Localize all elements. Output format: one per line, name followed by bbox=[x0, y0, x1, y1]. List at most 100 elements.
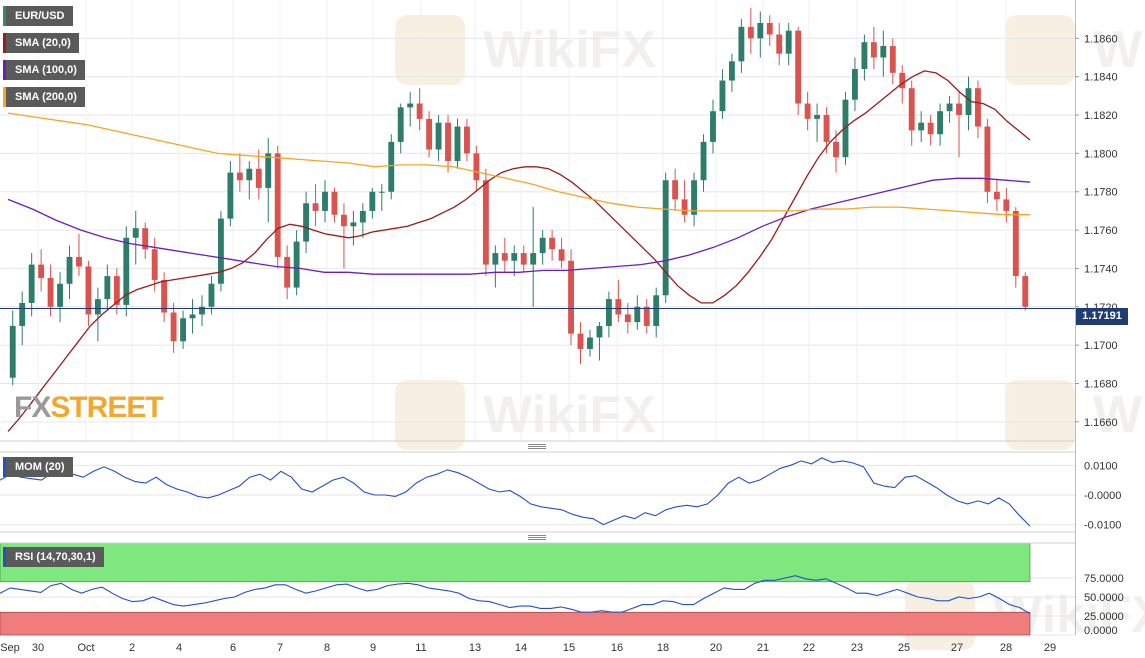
candle-down bbox=[956, 103, 962, 116]
sma100-line bbox=[7, 177, 1031, 275]
rsi-overbought-band bbox=[0, 542, 1031, 583]
legend-sma100[interactable]: SMA (100,0) bbox=[3, 60, 85, 80]
candle-up bbox=[104, 276, 111, 300]
fxstreet-logo: FXSTREET bbox=[14, 391, 164, 425]
candle-down bbox=[908, 88, 915, 131]
legend-rsi[interactable]: RSI (14,70,30,1) bbox=[3, 547, 104, 567]
price-axis[interactable]: 1.1860 1.1840 1.1820 1.1800 1.1780 1.1760 1.17… bbox=[1075, 33, 1118, 429]
time-tick-label: 8 bbox=[324, 642, 330, 654]
candle-up bbox=[407, 103, 414, 108]
watermark-text: WikiFX bbox=[483, 386, 656, 444]
candle-down bbox=[833, 141, 839, 158]
mom-swatch bbox=[3, 457, 6, 477]
watermark-badge bbox=[1005, 380, 1075, 450]
candle-down bbox=[161, 279, 168, 313]
rsi-tick-label: 0.0000 bbox=[1084, 625, 1118, 637]
candle-up bbox=[719, 80, 726, 112]
candle-down bbox=[549, 237, 556, 250]
price-tick-label: 1.1760 bbox=[1084, 225, 1118, 237]
instrument-label[interactable]: EUR/USD bbox=[3, 6, 73, 26]
watermark-text: WikiFX bbox=[483, 21, 656, 79]
momentum-polyline bbox=[0, 457, 1031, 527]
time-tick-label: Oct bbox=[77, 642, 94, 654]
candle-up bbox=[19, 302, 26, 326]
price-tick-label: 1.1700 bbox=[1084, 340, 1118, 352]
watermark-badge bbox=[395, 15, 465, 85]
candle-down bbox=[445, 122, 451, 162]
candle-down bbox=[38, 264, 45, 279]
price-tick-label: 1.1840 bbox=[1084, 72, 1118, 84]
candle-up bbox=[350, 222, 357, 227]
candle-up bbox=[28, 264, 35, 303]
candle-down bbox=[766, 23, 773, 35]
time-tick-label: 4 bbox=[176, 642, 182, 654]
candle-up bbox=[710, 111, 716, 142]
candle-down bbox=[501, 253, 508, 261]
price-tick-label: 1.1680 bbox=[1084, 378, 1118, 390]
candle-up bbox=[700, 141, 707, 181]
candle-up bbox=[189, 314, 196, 319]
legend-mom[interactable]: MOM (20) bbox=[3, 457, 73, 477]
candle-down bbox=[681, 199, 688, 215]
candle-down bbox=[975, 88, 981, 127]
time-tick-label: 16 bbox=[611, 642, 623, 654]
splitter-grip-1[interactable] bbox=[528, 444, 546, 449]
candle-down bbox=[482, 180, 489, 265]
candle-down bbox=[170, 312, 177, 342]
splitter-grip-2[interactable] bbox=[528, 535, 546, 540]
rsi-axis[interactable]: 75.0000 50.0000 25.0000 0.0000 bbox=[1084, 573, 1124, 637]
sma100-swatch bbox=[3, 60, 6, 80]
candle-up bbox=[785, 30, 792, 54]
time-tick-label: 27 bbox=[951, 642, 963, 654]
candle-up bbox=[814, 115, 821, 119]
candle-down bbox=[870, 42, 877, 58]
current-price-tag: 1.17191 bbox=[1076, 308, 1128, 325]
price-tick-label: 1.1860 bbox=[1084, 33, 1118, 45]
legend-sma200[interactable]: SMA (200,0) bbox=[3, 87, 85, 107]
legend-sma20-text: SMA (20,0) bbox=[15, 37, 71, 49]
candle-up bbox=[322, 191, 328, 211]
candle-up bbox=[435, 122, 442, 150]
sma20-swatch bbox=[3, 33, 6, 53]
candle-down bbox=[804, 103, 811, 119]
candle-up bbox=[937, 111, 944, 135]
momentum-line bbox=[0, 457, 1031, 527]
candle-up bbox=[861, 42, 868, 70]
momentum-panel[interactable] bbox=[0, 452, 1075, 532]
candle-down bbox=[624, 314, 631, 323]
legend-sma20[interactable]: SMA (20,0) bbox=[3, 33, 79, 53]
candle-down bbox=[426, 118, 433, 150]
mom-tick-label: -0.0100 bbox=[1084, 520, 1121, 532]
candle-up bbox=[265, 153, 272, 188]
candle-up bbox=[842, 99, 849, 158]
time-tick-label: 7 bbox=[277, 642, 283, 654]
candle-up bbox=[397, 107, 404, 142]
time-tick-label: 15 bbox=[563, 642, 575, 654]
candle-down bbox=[615, 299, 622, 315]
candle-down bbox=[558, 249, 565, 261]
legend-rsi-text: RSI (14,70,30,1) bbox=[15, 551, 96, 563]
candle-down bbox=[776, 34, 783, 54]
time-tick-label: 20 bbox=[710, 642, 722, 654]
candle-down bbox=[142, 228, 149, 250]
candle-up bbox=[199, 306, 205, 315]
time-axis[interactable]: Sep 30 Oct 2 4 6 7 8 9 11 13 14 15 16 18 20 21 22 23 25 27 28… bbox=[0, 642, 1056, 654]
sma200-line bbox=[7, 112, 1030, 216]
candle-up bbox=[918, 122, 925, 131]
candle-up bbox=[369, 191, 376, 211]
candle-up bbox=[946, 103, 953, 112]
rsi-swatch bbox=[3, 547, 6, 567]
time-tick-label: 6 bbox=[230, 642, 236, 654]
panel-splitters[interactable] bbox=[0, 440, 1075, 544]
instrument-swatch bbox=[3, 6, 6, 26]
candle-down bbox=[151, 249, 158, 280]
momentum-axis[interactable]: 0.0100 -0.0000 -0.0100 bbox=[1084, 460, 1121, 531]
momentum-grid bbox=[0, 464, 1075, 526]
candle-down bbox=[47, 278, 54, 307]
candlestick-series bbox=[9, 7, 1029, 386]
time-tick-label: 22 bbox=[803, 642, 815, 654]
price-grid bbox=[0, 0, 1075, 441]
watermark-text: WikiFX bbox=[1093, 21, 1145, 79]
price-tick-label: 1.1740 bbox=[1084, 263, 1118, 275]
